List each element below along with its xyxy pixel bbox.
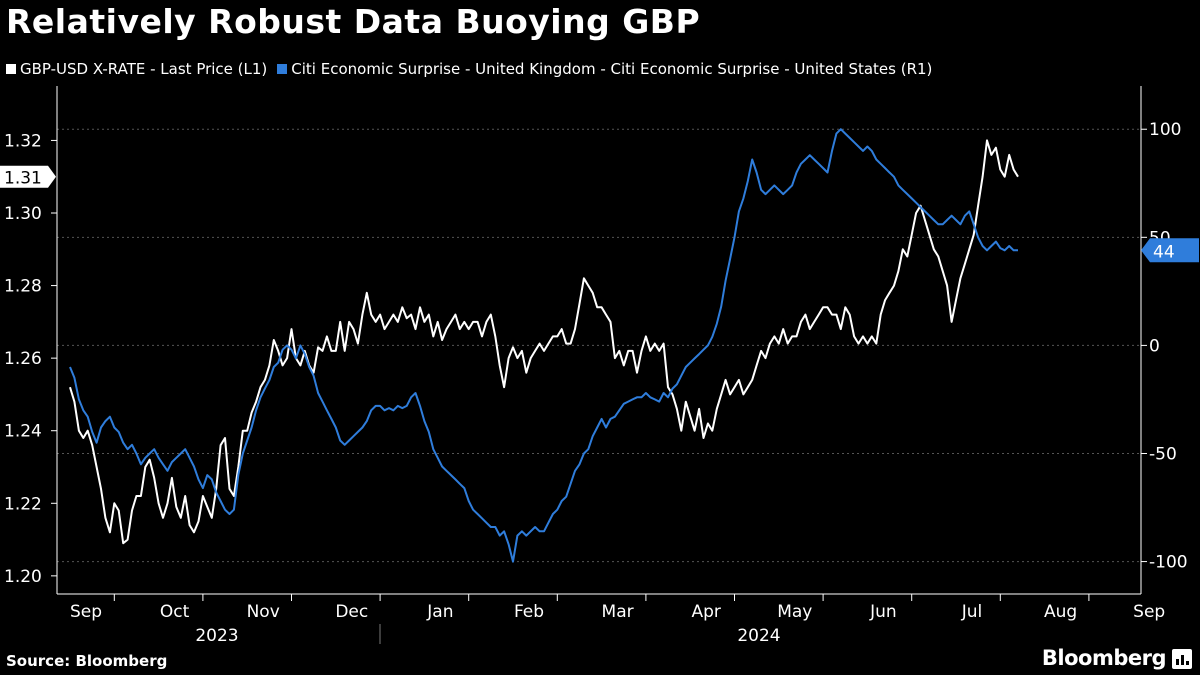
series-group — [69, 128, 1019, 563]
gridlines — [57, 128, 1141, 563]
x-tick-label-0: Sep — [70, 602, 102, 622]
axes — [51, 86, 1147, 644]
legend-item-gbp: GBP-USD X-RATE - Last Price (L1) — [6, 60, 267, 78]
legend-label-gbp: GBP-USD X-RATE - Last Price (L1) — [20, 60, 268, 78]
x-tick-label-12: Sep — [1133, 602, 1165, 622]
right-tick-label-2: 0 — [1149, 336, 1160, 356]
x-tick-label-10: Jul — [961, 602, 983, 622]
x-tick-label-1: Oct — [160, 602, 190, 622]
x-tick-label-11: Aug — [1044, 602, 1077, 622]
right-tick-label-0: -100 — [1149, 553, 1188, 573]
brand-wordmark: Bloomberg — [1041, 646, 1167, 670]
chart-title: Relatively Robust Data Buoying GBP — [6, 2, 701, 41]
legend-item-surprise: Citi Economic Surprise - United Kingdom … — [277, 60, 932, 78]
series-line-0 — [69, 139, 1019, 545]
last-value-label-right: 44 — [1153, 242, 1175, 262]
left-tick-label-6: 1.32 — [4, 131, 42, 151]
x-tick-label-9: Jun — [869, 602, 897, 622]
legend-label-surprise: Citi Economic Surprise - United Kingdom … — [291, 60, 933, 78]
axis-labels: 1.201.221.241.261.281.301.32-100-5005010… — [0, 120, 1199, 646]
series-line-1 — [69, 128, 1018, 563]
source-note: Source: Bloomberg — [6, 652, 168, 670]
x-tick-label-2: Nov — [247, 602, 280, 622]
x-tick-label-8: May — [777, 602, 812, 622]
last-value-tag-left — [0, 165, 56, 188]
last-value-label-left: 1.31 — [4, 169, 42, 189]
x-tick-label-5: Feb — [514, 602, 544, 622]
year-label-0: 2023 — [195, 626, 238, 646]
x-tick-label-3: Dec — [335, 602, 368, 622]
bloomberg-logo-icon — [1172, 649, 1192, 669]
year-label-1: 2024 — [737, 626, 780, 646]
legend-swatch-gbp — [6, 64, 16, 74]
left-tick-label-2: 1.24 — [4, 422, 42, 442]
right-tick-label-1: -50 — [1149, 444, 1177, 464]
legend-swatch-surprise — [277, 64, 288, 74]
x-tick-label-7: Apr — [691, 602, 720, 622]
left-tick-label-5: 1.30 — [4, 204, 42, 224]
x-tick-label-4: Jan — [426, 602, 453, 622]
left-tick-label-0: 1.20 — [4, 567, 42, 587]
left-tick-label-4: 1.28 — [4, 277, 42, 297]
x-tick-label-6: Mar — [602, 602, 634, 622]
last-value-tag-right — [1141, 238, 1199, 263]
left-tick-label-3: 1.26 — [4, 349, 42, 369]
left-tick-label-1: 1.22 — [4, 494, 42, 514]
legend: GBP-USD X-RATE - Last Price (L1) Citi Ec… — [6, 60, 942, 78]
right-tick-label-4: 100 — [1149, 120, 1181, 140]
